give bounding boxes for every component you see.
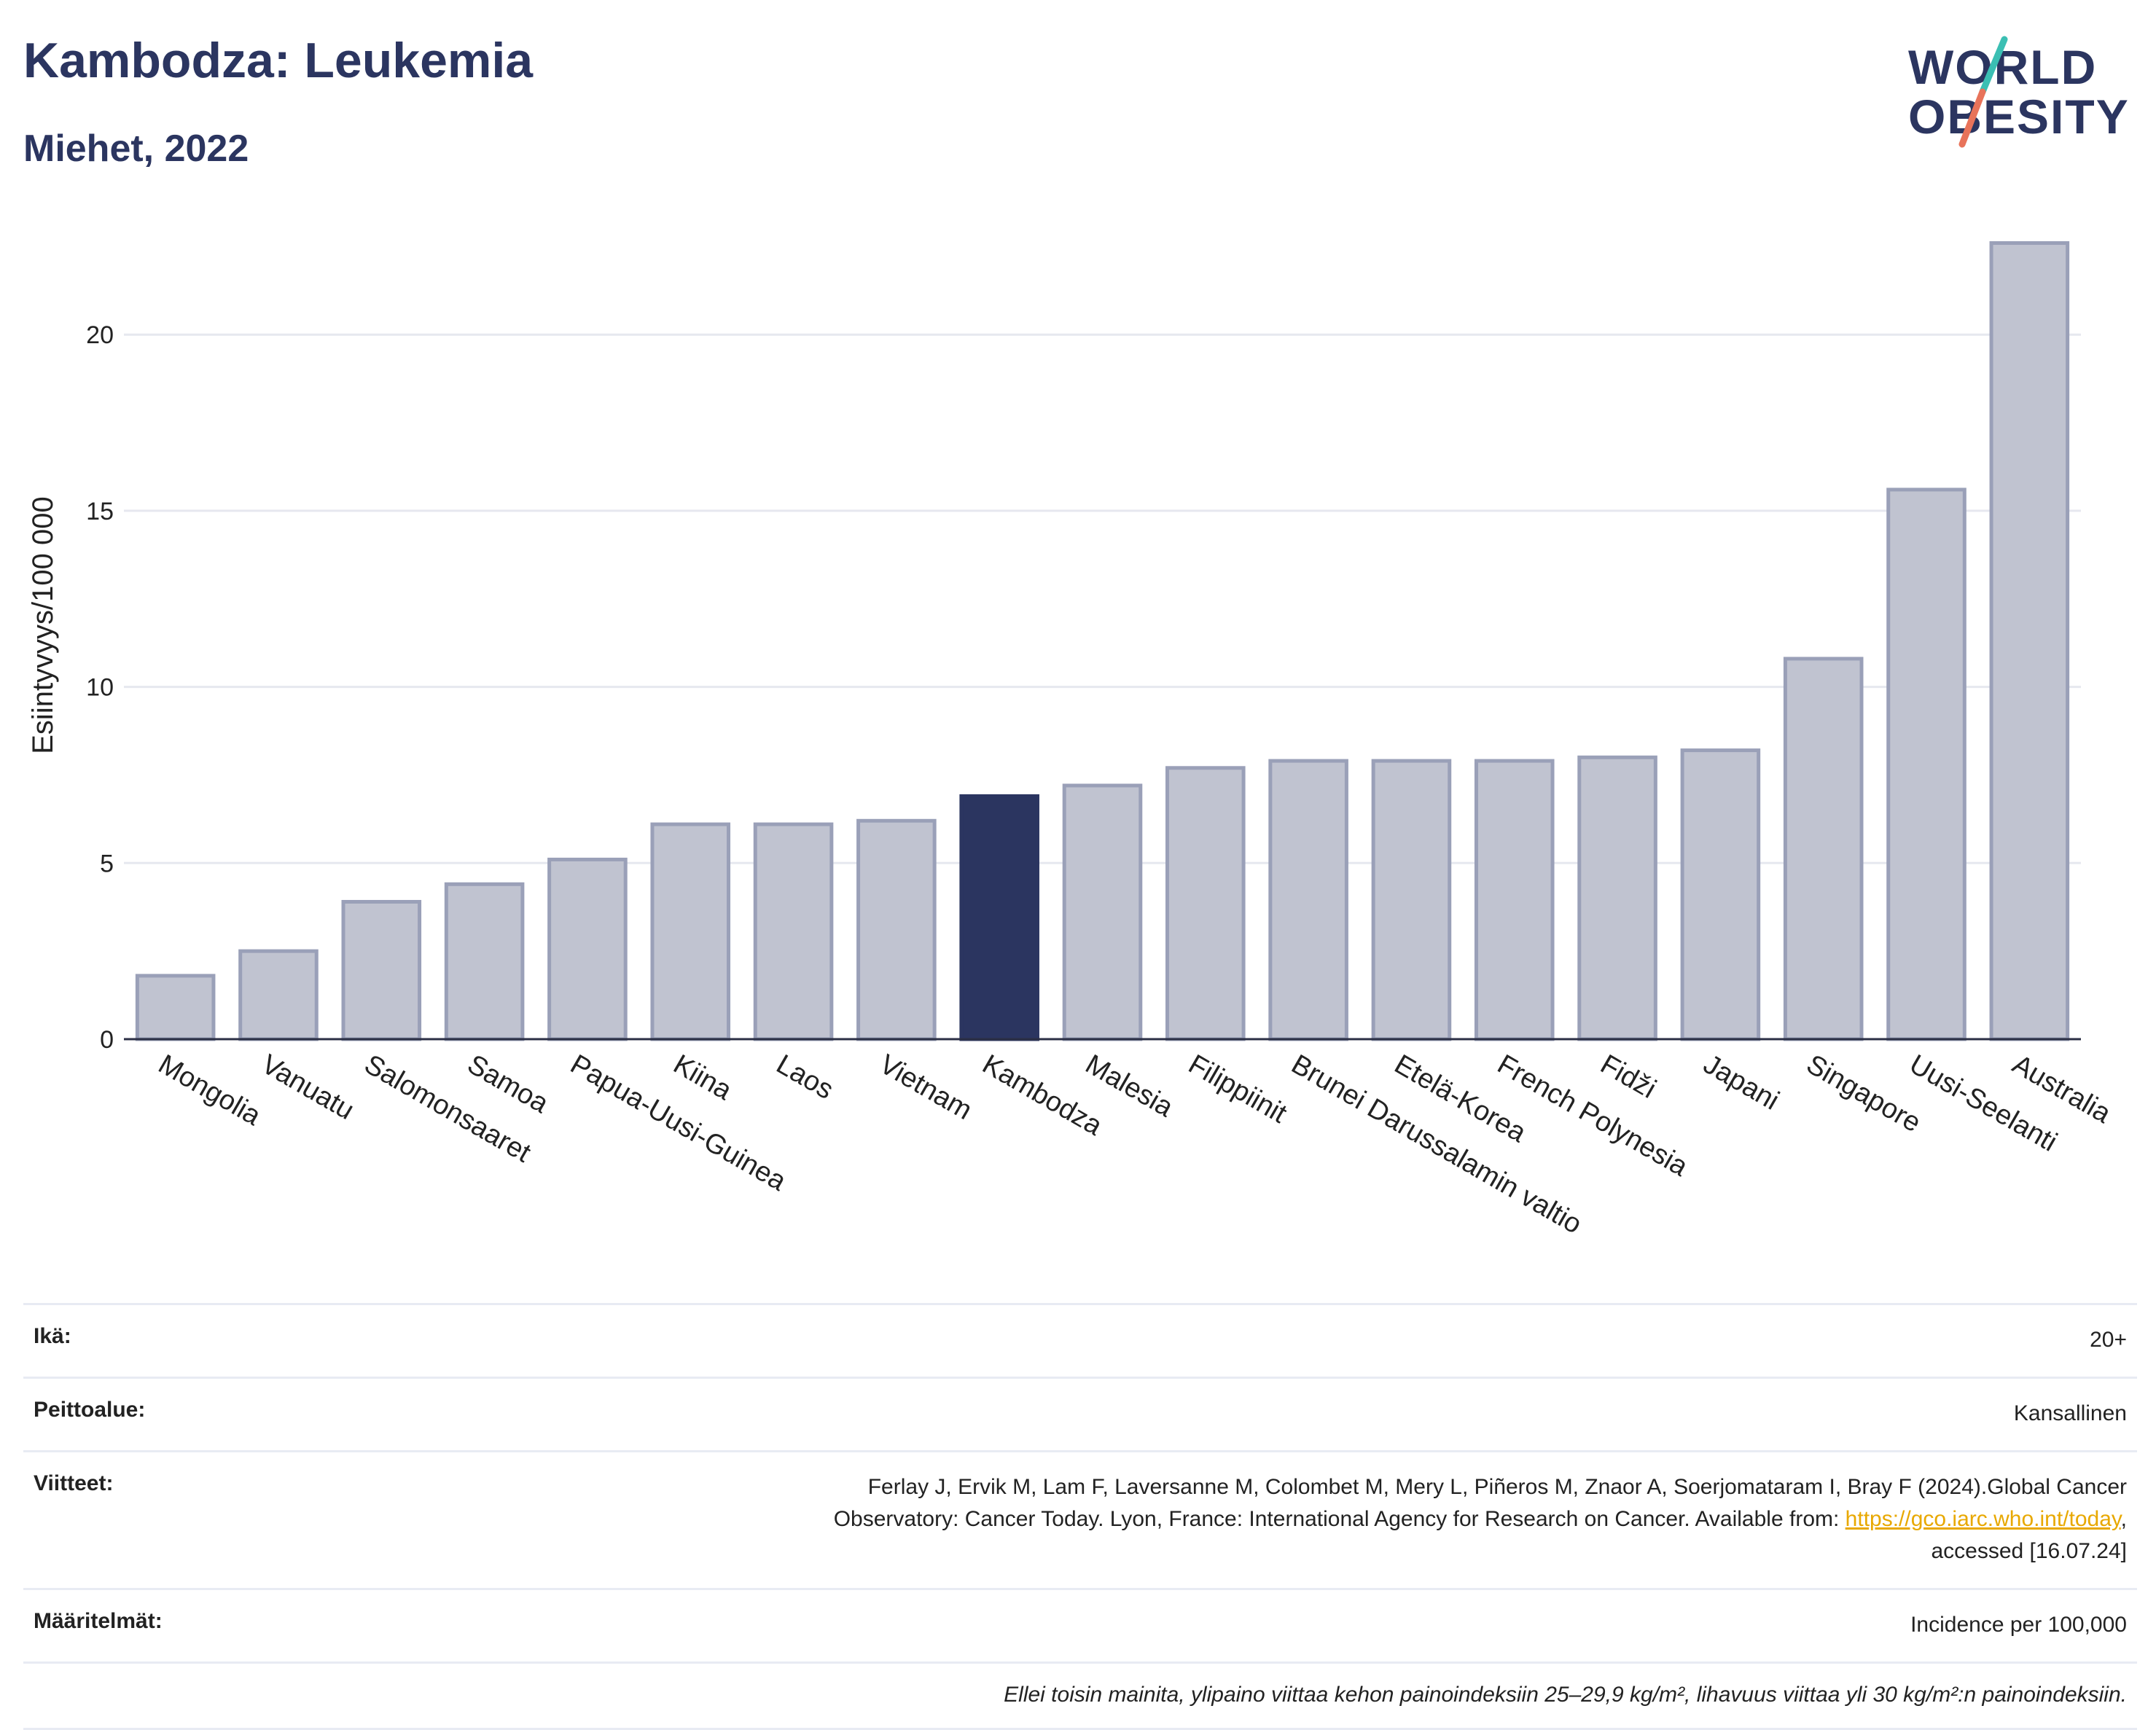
bar-salomonsaaret (341, 899, 422, 1041)
reference-line-2: Observatory: Cancer Today. Lyon, France:… (833, 1507, 1846, 1531)
bar-laos (753, 822, 834, 1041)
x-tick-label: Mongolia (153, 1049, 266, 1132)
meta-row-note: Ellei toisin mainita, ylipaino viittaa k… (23, 1661, 2137, 1730)
meta-label-age: Ikä: (34, 1324, 71, 1348)
bar-vanuatu (238, 949, 319, 1041)
meta-value-references: Ferlay J, Ervik M, Lam F, Laversanne M, … (834, 1471, 2127, 1567)
y-axis-label: Esiintyvyys/100 000 (27, 496, 59, 754)
y-tick-label: 10 (86, 674, 114, 702)
bar-singapore (1783, 657, 1864, 1041)
x-tick-label: Fidži (1595, 1049, 1661, 1104)
bar-chart: 0 5 10 15 20 Esiintyvyys/100 000 MongoliaVanua… (27, 241, 2117, 1240)
x-tick-label: Vanuatu (256, 1049, 359, 1126)
meta-value-definitions: Incidence per 100,000 (1910, 1613, 2127, 1637)
y-tick-label: 20 (86, 321, 114, 349)
metadata-table: Ikä: 20+ Peittoalue: Kansallinen Viittee… (23, 1303, 2137, 1730)
bar-fidži (1577, 755, 1657, 1041)
y-tick-label: 15 (86, 498, 114, 525)
reference-line-2-end: , (2120, 1507, 2127, 1531)
x-tick-label: French Polynesia (1492, 1049, 1693, 1183)
y-tick-label: 5 (100, 850, 114, 877)
bar-japani (1680, 748, 1761, 1041)
x-tick-label: Vietnam (874, 1049, 977, 1126)
logo-slash-icon (1958, 36, 2008, 148)
bar-samoa (444, 882, 525, 1041)
meta-label-references: Viitteet: (34, 1471, 114, 1495)
reference-line-1: Ferlay J, Ervik M, Lam F, Laversanne M, … (867, 1475, 2127, 1499)
bar-french-polynesia (1474, 759, 1555, 1041)
page-subtitle: Miehet, 2022 (23, 128, 249, 170)
meta-label-coverage: Peittoalue: (34, 1398, 146, 1422)
meta-row-age: Ikä: 20+ (23, 1303, 2137, 1377)
x-tick-label: Laos (771, 1049, 838, 1105)
logo-line-2: OBESITY (1908, 90, 2130, 144)
reference-line-3: accessed [16.07.24] (1931, 1539, 2127, 1563)
bar-vietnam (856, 818, 937, 1041)
bar-filippiinit (1165, 766, 1246, 1041)
bar-uusi-seelanti (1886, 488, 1966, 1041)
meta-row-references: Viitteet: Ferlay J, Ervik M, Lam F, Lave… (23, 1450, 2137, 1588)
world-obesity-logo: WORLD OBESITY (1902, 35, 2136, 159)
bar-kiina (650, 822, 731, 1041)
bar-malesia (1062, 783, 1143, 1041)
meta-note: Ellei toisin mainita, ylipaino viittaa k… (1004, 1683, 2127, 1707)
bar-kambodza (959, 794, 1039, 1041)
y-tick-label: 0 (100, 1026, 114, 1054)
x-tick-label: Japani (1698, 1049, 1784, 1116)
bar-papua-uusi-guinea (547, 857, 628, 1041)
meta-value-age: 20+ (2090, 1328, 2127, 1352)
bar-brunei-darussalamin-valtio (1268, 759, 1348, 1041)
x-tick-label: Kiina (668, 1049, 738, 1106)
x-tick-label: Singapore (1801, 1049, 1926, 1138)
meta-row-definitions: Määritelmät: Incidence per 100,000 (23, 1588, 2137, 1661)
page-title: Kambodza: Leukemia (23, 33, 534, 88)
reference-link[interactable]: https://gco.iarc.who.int/today (1845, 1507, 2121, 1531)
meta-value-coverage: Kansallinen (2013, 1401, 2127, 1425)
bar-mongolia (135, 974, 216, 1041)
bar-etelä-korea (1371, 759, 1452, 1041)
x-tick-label: Filippiinit (1183, 1049, 1292, 1130)
meta-label-definitions: Määritelmät: (34, 1609, 163, 1633)
meta-row-coverage: Peittoalue: Kansallinen (23, 1377, 2137, 1450)
bar-australia (1989, 241, 2070, 1041)
